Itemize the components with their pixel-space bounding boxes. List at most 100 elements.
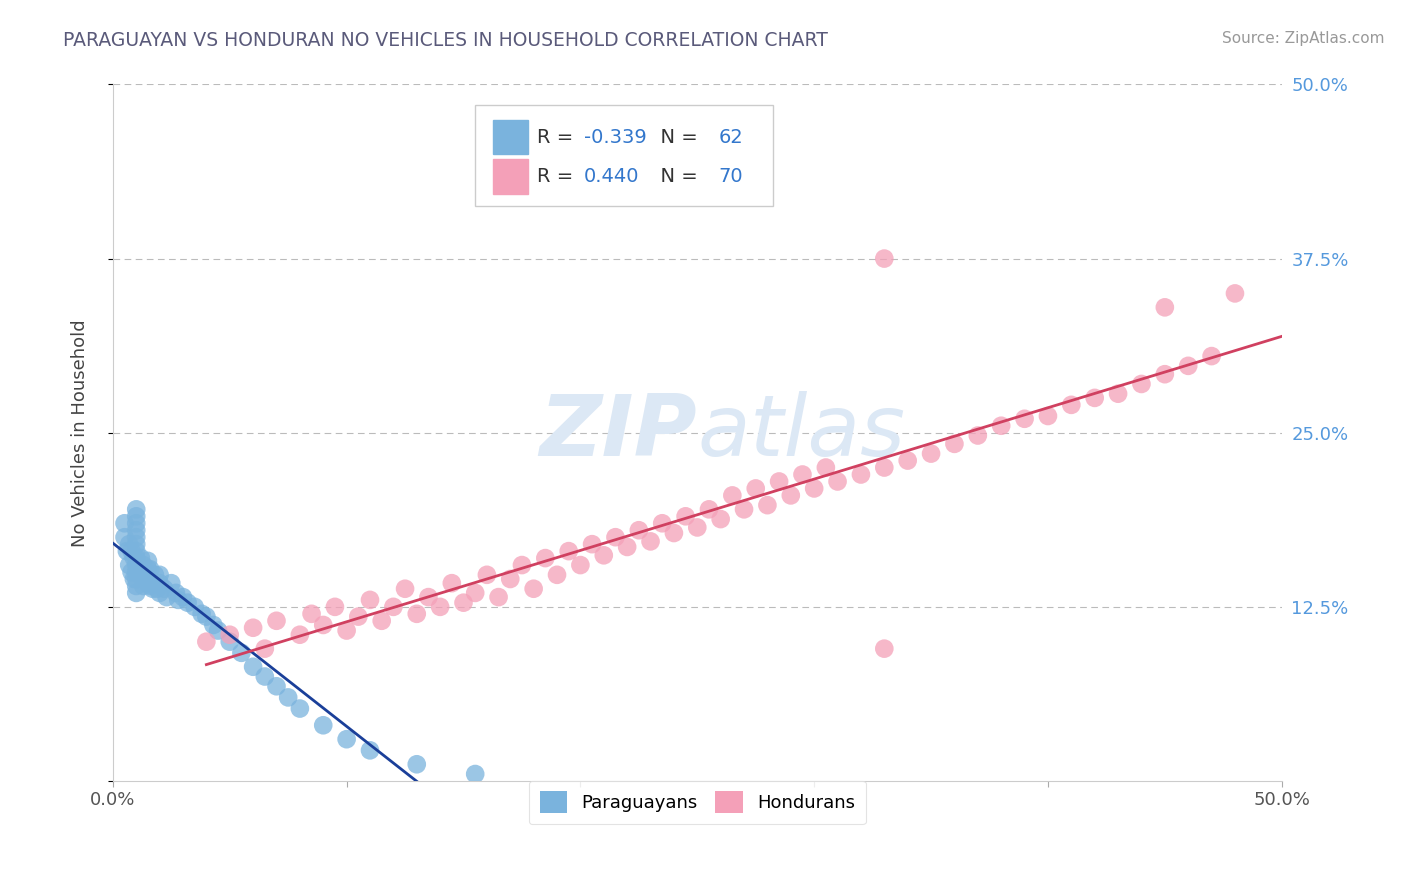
Point	[523, 582, 546, 596]
Point	[803, 482, 825, 496]
Point	[920, 447, 942, 461]
Point	[814, 460, 837, 475]
Point	[136, 562, 159, 576]
Point	[139, 579, 162, 593]
Point	[405, 757, 427, 772]
Point	[733, 502, 755, 516]
Point	[605, 530, 627, 544]
Point	[125, 558, 148, 572]
Point	[792, 467, 814, 482]
Point	[253, 641, 276, 656]
Point	[510, 558, 533, 572]
Point	[592, 549, 614, 563]
Point	[475, 567, 498, 582]
Point	[231, 646, 253, 660]
Bar	[492, 159, 527, 194]
Point	[359, 593, 381, 607]
Text: atlas: atlas	[697, 392, 905, 475]
Point	[312, 718, 335, 732]
Point	[266, 614, 288, 628]
Point	[143, 567, 166, 582]
Point	[464, 767, 486, 781]
Point	[710, 512, 733, 526]
Point	[121, 544, 143, 558]
Point	[125, 509, 148, 524]
Point	[135, 567, 157, 582]
Point	[1201, 349, 1223, 363]
Point	[125, 502, 148, 516]
Point	[336, 732, 359, 747]
Point	[662, 526, 685, 541]
Point	[873, 460, 896, 475]
Point	[1153, 301, 1175, 315]
Point	[440, 576, 463, 591]
Point	[125, 523, 148, 537]
Point	[122, 572, 145, 586]
Point	[125, 551, 148, 566]
Point	[616, 540, 638, 554]
Point	[779, 488, 801, 502]
Point	[132, 579, 155, 593]
Point	[697, 502, 720, 516]
Point	[176, 596, 198, 610]
Point	[172, 590, 194, 604]
Point	[1084, 391, 1107, 405]
Point	[160, 576, 183, 591]
Point	[218, 628, 240, 642]
Point	[1177, 359, 1199, 373]
Point	[1107, 386, 1129, 401]
Text: N =: N =	[648, 128, 704, 146]
Point	[312, 618, 335, 632]
Point	[323, 599, 346, 614]
Point	[125, 537, 148, 551]
Point	[943, 437, 966, 451]
Point	[118, 558, 141, 572]
Point	[277, 690, 299, 705]
Point	[651, 516, 673, 531]
Point	[146, 582, 169, 596]
Point	[745, 482, 768, 496]
Bar	[492, 120, 527, 154]
Point	[546, 567, 568, 582]
Point	[569, 558, 592, 572]
Point	[190, 607, 212, 621]
Point	[129, 551, 152, 566]
Point	[849, 467, 872, 482]
Text: R =: R =	[537, 167, 579, 186]
Point	[115, 544, 138, 558]
Point	[768, 475, 790, 489]
Point	[1060, 398, 1083, 412]
Point	[640, 534, 662, 549]
Point	[207, 624, 229, 638]
Point	[873, 641, 896, 656]
Point	[121, 565, 143, 579]
Point	[627, 523, 650, 537]
Point	[195, 609, 218, 624]
Point	[827, 475, 849, 489]
Point	[336, 624, 359, 638]
Point	[675, 509, 697, 524]
Point	[242, 621, 264, 635]
Text: 62: 62	[718, 128, 744, 146]
Point	[125, 586, 148, 600]
Point	[125, 572, 148, 586]
Point	[149, 576, 172, 591]
Point	[301, 607, 323, 621]
Point	[382, 599, 405, 614]
Point	[1014, 411, 1036, 425]
Point	[125, 565, 148, 579]
Point	[347, 609, 370, 624]
Point	[756, 498, 779, 512]
Point	[394, 582, 416, 596]
Point	[195, 634, 218, 648]
Point	[581, 537, 603, 551]
Point	[167, 593, 190, 607]
Text: PARAGUAYAN VS HONDURAN NO VEHICLES IN HOUSEHOLD CORRELATION CHART: PARAGUAYAN VS HONDURAN NO VEHICLES IN HO…	[63, 31, 828, 50]
Point	[242, 659, 264, 673]
Point	[139, 562, 162, 576]
Point	[464, 586, 486, 600]
Point	[990, 418, 1012, 433]
Point	[1130, 376, 1153, 391]
Point	[132, 558, 155, 572]
Point	[153, 582, 176, 596]
